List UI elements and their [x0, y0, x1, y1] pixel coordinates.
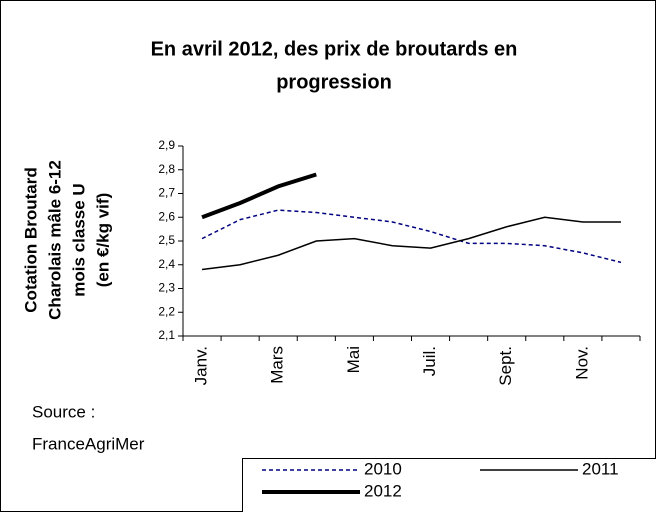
- y-axis-label: Cotation Broutard: [21, 167, 40, 312]
- y-tick-label: 2,5: [158, 233, 175, 247]
- y-tick-label: 2,8: [158, 162, 175, 176]
- legend-box: [242, 458, 656, 512]
- source-label: Source :: [32, 402, 95, 421]
- y-tick-label: 2,1: [158, 328, 175, 342]
- x-tick-label: Mars: [268, 346, 287, 384]
- legend-label: 2011: [582, 459, 619, 478]
- y-tick-label: 2,9: [158, 138, 175, 152]
- series-line: [201, 209, 622, 264]
- chart-title: progression: [276, 71, 392, 93]
- source-label: FranceAgriMer: [32, 434, 145, 453]
- y-tick-label: 2,7: [158, 186, 175, 200]
- y-tick-label: 2,3: [158, 281, 175, 295]
- y-axis-label: Charolais mâle 6-12: [45, 160, 64, 320]
- y-tick-label: 2,6: [158, 209, 175, 223]
- legend-label: 2012: [364, 481, 402, 500]
- series-line: [201, 216, 621, 271]
- y-axis-label: (en €/kg vif): [93, 193, 112, 287]
- legend-label: 2010: [364, 459, 402, 478]
- x-tick-label: Juil.: [420, 346, 439, 376]
- y-tick-label: 2,2: [158, 304, 175, 318]
- x-tick-label: Janv.: [192, 346, 211, 385]
- y-tick-label: 2,4: [158, 257, 175, 271]
- x-tick-label: Sept.: [496, 346, 515, 386]
- y-axis-label: mois classe U: [69, 183, 88, 296]
- x-tick-label: Nov.: [572, 346, 591, 380]
- chart-title: En avril 2012, des prix de broutards en: [151, 38, 518, 60]
- series-line: [201, 172, 317, 220]
- x-tick-label: Mai: [344, 346, 363, 373]
